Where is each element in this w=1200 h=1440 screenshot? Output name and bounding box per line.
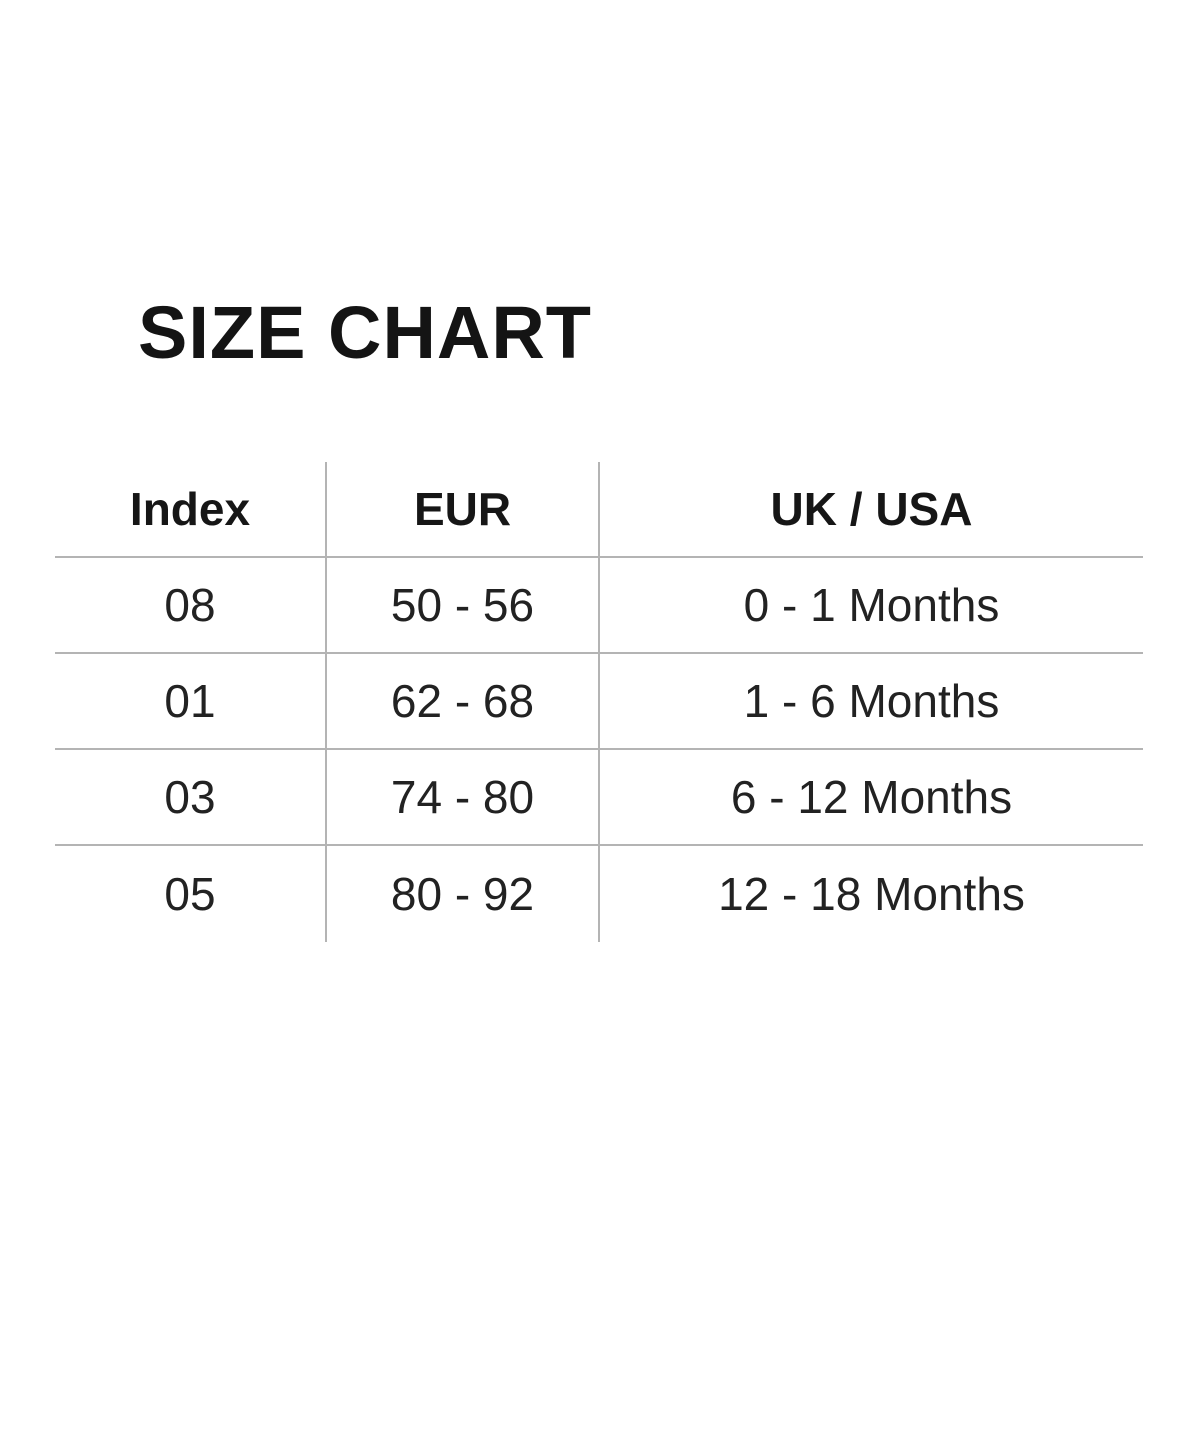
- cell-eur: 74 - 80: [327, 750, 600, 846]
- cell-index: 01: [55, 654, 327, 750]
- column-header-index: Index: [55, 462, 327, 558]
- cell-uk-usa: 6 - 12 Months: [600, 750, 1143, 846]
- cell-uk-usa: 1 - 6 Months: [600, 654, 1143, 750]
- column-header-uk-usa: UK / USA: [600, 462, 1143, 558]
- cell-index: 03: [55, 750, 327, 846]
- cell-index: 05: [55, 846, 327, 942]
- cell-eur: 62 - 68: [327, 654, 600, 750]
- size-table: Index EUR UK / USA 08 50 - 56 0 - 1 Mont…: [55, 462, 1143, 942]
- column-header-eur: EUR: [327, 462, 600, 558]
- cell-uk-usa: 12 - 18 Months: [718, 868, 1025, 920]
- cell-eur: 80 - 92: [327, 846, 600, 942]
- cell-eur: 50 - 56: [327, 558, 600, 654]
- cell-uk-usa: 0 - 1 Months: [600, 558, 1143, 654]
- cell-index: 08: [55, 558, 327, 654]
- page-title: SIZE CHART: [138, 291, 592, 374]
